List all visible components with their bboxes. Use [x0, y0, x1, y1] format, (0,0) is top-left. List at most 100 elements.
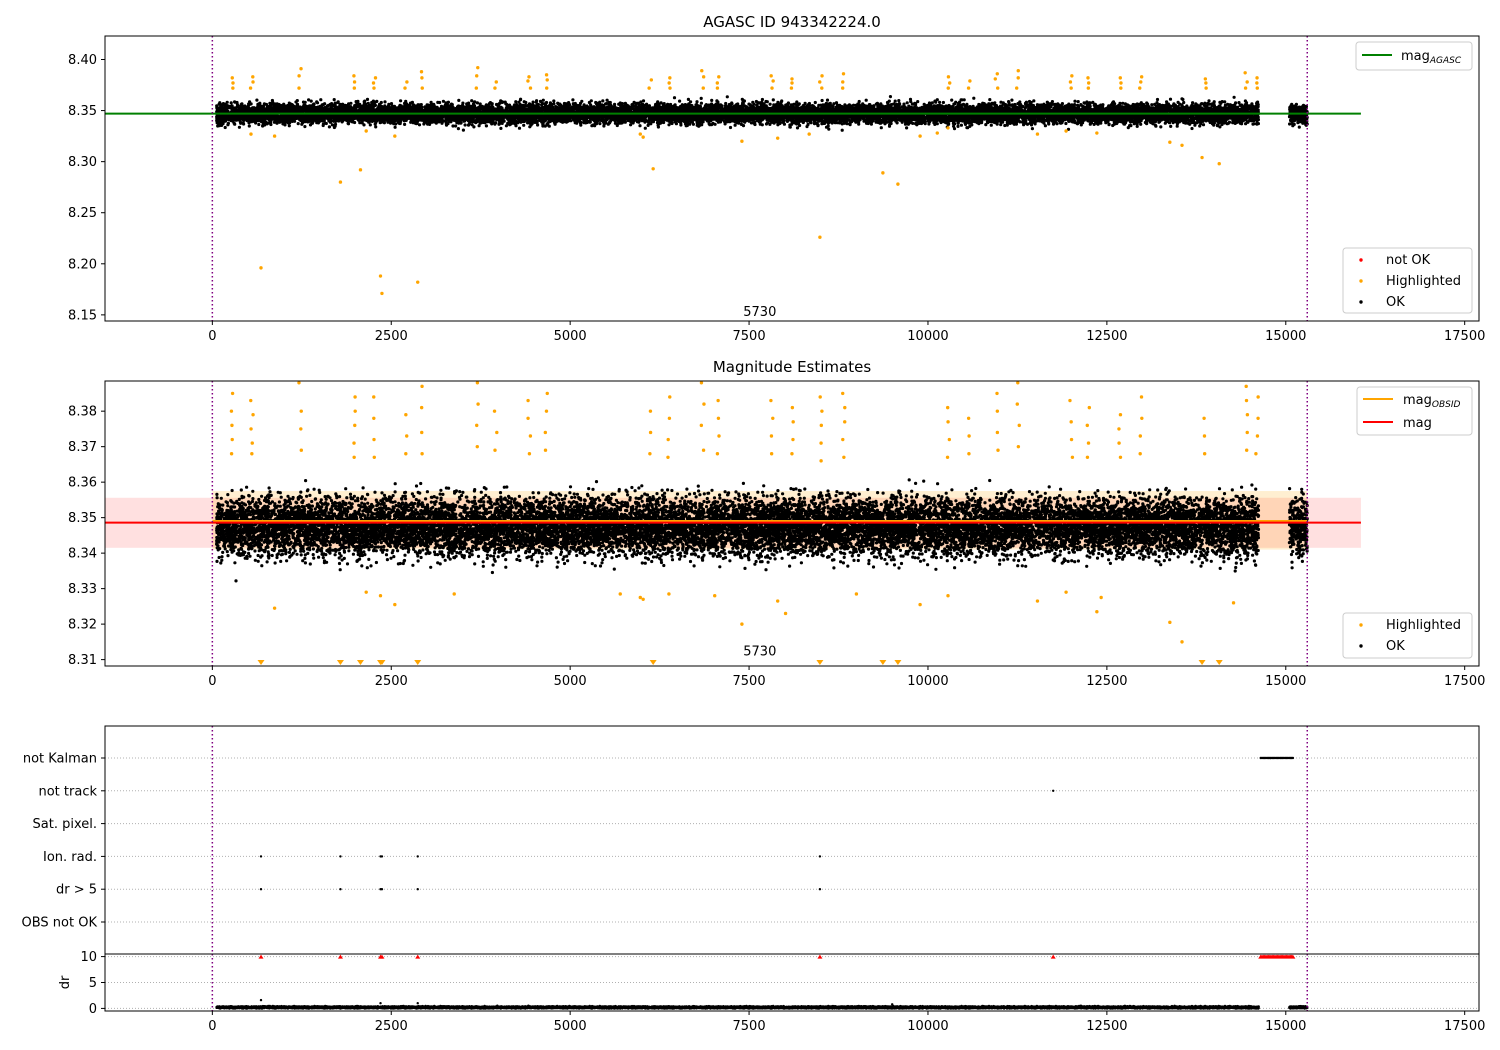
highlighted-point [1068, 398, 1072, 403]
axes-frame [104, 35, 1480, 322]
highlighted-point [1087, 405, 1092, 410]
highlighted-point [527, 75, 531, 79]
highlighted-point [995, 409, 1000, 413]
highlighted-point [790, 405, 795, 410]
highlighted-point [769, 74, 773, 78]
highlighted-point [251, 80, 255, 84]
x-tick-label: 5000 [554, 674, 587, 689]
highlighted-point [1202, 434, 1207, 438]
highlighted-point [1086, 76, 1090, 80]
highlighted-point [1245, 80, 1249, 84]
highlighted-point [820, 86, 824, 90]
highlighted-point [353, 409, 357, 413]
highlighted-point [946, 126, 950, 130]
highlighted-point [843, 405, 847, 410]
highlighted-point [1244, 448, 1249, 452]
highlighted-point [526, 79, 530, 83]
highlighted-point [475, 423, 479, 428]
x-tick-label: 7500 [733, 674, 766, 689]
y-tick-label: 8.33 [68, 582, 97, 597]
y-tick-label: 8.35 [68, 511, 97, 526]
x-tick-label: 15000 [1265, 674, 1306, 689]
highlighted-point [1064, 590, 1068, 594]
highlighted-point [1069, 420, 1073, 424]
highlighted-point [668, 86, 672, 90]
highlighted-point [701, 86, 705, 90]
highlighted-point [820, 74, 824, 78]
highlighted-point [854, 592, 859, 596]
off-scale-marker [336, 660, 344, 665]
highlighted-point [819, 459, 823, 463]
x-tick-label: 17500 [1444, 1019, 1485, 1034]
highlighted-point [543, 448, 548, 452]
highlighted-point [364, 590, 368, 594]
highlighted-point [545, 391, 549, 396]
highlighted-point [1069, 437, 1074, 442]
highlighted-point [1139, 75, 1144, 79]
legend-label-mag-agasc: magAGASC [1401, 49, 1462, 66]
highlighted-point [493, 86, 497, 90]
highlighted-point [251, 413, 255, 417]
highlighted-point [1119, 86, 1123, 90]
highlighted-point [420, 430, 424, 435]
highlighted-point [372, 416, 376, 420]
dr-axis-label: dr [58, 975, 73, 989]
flag-point [380, 888, 384, 891]
highlighted-point [769, 434, 774, 438]
highlighted-point [476, 402, 480, 406]
highlighted-point [526, 416, 530, 420]
dr-capped-marker [817, 954, 823, 959]
highlighted-point [666, 455, 670, 460]
highlighted-point [493, 448, 497, 452]
highlighted-point [700, 69, 704, 73]
highlighted-point [1117, 427, 1121, 431]
highlighted-point [251, 75, 255, 79]
highlighted-point [527, 452, 532, 456]
highlighted-point [403, 86, 407, 90]
y-tick-label: 8.15 [68, 308, 97, 323]
highlighted-point [405, 80, 409, 84]
highlighted-point [1243, 71, 1247, 75]
highlighted-point [638, 132, 642, 136]
ok-points [215, 1004, 1309, 1010]
highlighted-point [230, 76, 234, 80]
highlighted-point [1015, 402, 1019, 406]
highlighted-point [1118, 413, 1123, 417]
line-legend: magAGASC [1355, 41, 1473, 71]
highlighted-point [528, 434, 533, 438]
highlighted-point [668, 76, 672, 80]
highlighted-point [881, 171, 885, 175]
flag-point [1052, 789, 1055, 792]
highlighted-point [1180, 143, 1184, 148]
y-tick-label: 8.20 [68, 257, 97, 272]
highlighted-point [841, 72, 846, 76]
highlighted-point [967, 452, 971, 456]
highlighted-point [841, 437, 845, 442]
highlighted-point [352, 455, 356, 460]
highlighted-point [1085, 455, 1090, 460]
flag-point [339, 855, 342, 858]
highlighted-point [372, 86, 376, 90]
highlighted-point [918, 602, 922, 607]
highlighted-point [699, 423, 704, 428]
highlighted-point [544, 73, 549, 77]
legend-label-main: mag [1401, 49, 1430, 64]
highlighted-point [1035, 599, 1040, 603]
y-tick-label: 5 [89, 976, 97, 991]
highlighted-point [1202, 416, 1206, 420]
highlighted-point [250, 452, 254, 456]
highlighted-point [1070, 455, 1075, 460]
highlighted-point [1068, 80, 1073, 84]
highlighted-point [420, 76, 424, 80]
highlighted-point [338, 180, 343, 184]
flag-point [416, 888, 419, 891]
highlighted-point [1139, 80, 1143, 84]
off-scale-marker [649, 660, 657, 665]
highlighted-point [299, 427, 303, 431]
legend-frame [1342, 612, 1473, 659]
highlighted-point [272, 606, 277, 610]
x-tick-label: 0 [208, 329, 216, 344]
highlighted-point [297, 381, 301, 385]
highlighted-point [807, 132, 811, 136]
highlighted-point [993, 77, 997, 81]
